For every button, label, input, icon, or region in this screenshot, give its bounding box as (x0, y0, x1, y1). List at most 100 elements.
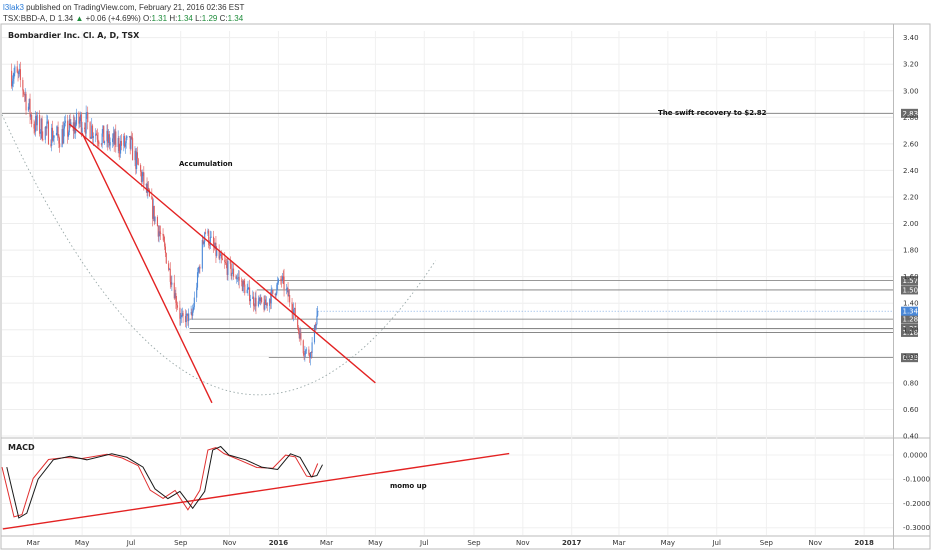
candle-body (159, 231, 161, 234)
ohlc-line: TSX:BBD-A, D 1.34 ▲ +0.06 (+4.69%) O:1.3… (3, 13, 243, 24)
high-label: H: (169, 14, 178, 23)
candle-body (310, 352, 312, 354)
candle-body (140, 171, 142, 182)
candle-body (204, 232, 206, 242)
author-link[interactable]: l3lak3 (3, 3, 24, 12)
candle-body (62, 129, 64, 144)
candle-body (27, 106, 29, 111)
candle-body (87, 112, 89, 123)
close-label: C: (219, 14, 228, 23)
candle-body (294, 308, 296, 319)
candle-body (39, 132, 42, 134)
price-tick-label: 3.40 (903, 34, 919, 42)
macd-tick-label: -0.2000 (903, 500, 930, 508)
rounding-bottom-path (1, 114, 436, 396)
last-price: 1.34 (57, 14, 74, 23)
candle-body (29, 98, 31, 117)
time-tick-label: Nov (516, 539, 530, 547)
candle-body (91, 125, 93, 138)
candle-body (276, 284, 278, 294)
trendline (68, 123, 376, 384)
candle-body (136, 152, 138, 159)
candle-body (158, 231, 160, 237)
publish-line: l3lak3 published on TradingView.com, Feb… (3, 2, 244, 13)
candle-body (132, 138, 134, 161)
candle-body (124, 135, 126, 147)
candle-body (23, 94, 25, 96)
candle-body (212, 236, 215, 246)
chart-texts: Bombardier Inc. Cl. A, D, TSX MACD The swi… (8, 31, 767, 490)
candle-body (108, 134, 110, 143)
price-tick-label: 3.20 (903, 61, 919, 69)
candle-body (30, 115, 32, 117)
candle-body (125, 137, 127, 144)
candle-body (69, 119, 71, 126)
candle-body (114, 131, 116, 145)
candle-body (289, 295, 291, 303)
candle-body (79, 114, 82, 122)
candle-body (89, 122, 91, 139)
candle-body (57, 126, 59, 136)
candle-body (199, 266, 201, 269)
candle-body (91, 125, 94, 139)
candle-body (78, 112, 80, 124)
candle-body (146, 183, 148, 193)
candle-body (265, 302, 267, 305)
candle-body (131, 136, 133, 139)
time-tick-label: Sep (467, 539, 481, 547)
level-tag (901, 327, 918, 337)
candle-body (33, 123, 35, 129)
candle-body (237, 277, 239, 278)
candle-body (180, 317, 182, 319)
publish-info: published on TradingView.com, February 2… (26, 3, 245, 12)
time-tick-label: Mar (27, 539, 40, 547)
candle-body (208, 244, 211, 246)
candle-body (233, 268, 235, 277)
candle-body (281, 279, 283, 281)
open-value: 1.31 (151, 14, 168, 23)
price-tick-label: 2.20 (903, 193, 919, 201)
candle-body (46, 121, 48, 129)
candle-body (134, 150, 136, 161)
candle-body (263, 302, 265, 310)
candle-body (248, 287, 250, 289)
candle-body (168, 263, 170, 270)
accumulation-annotation: Accumulation (179, 160, 233, 168)
candle-body (18, 71, 20, 75)
candle-body (313, 325, 316, 343)
candle-body (305, 349, 308, 351)
candle-body (216, 250, 218, 256)
candle-body (124, 143, 126, 147)
candle-body (109, 142, 111, 146)
candle-body (196, 287, 198, 298)
candle-body (165, 253, 167, 264)
candle-body (42, 139, 44, 141)
level-tag-label: 1.57 (903, 277, 919, 285)
candle-body (50, 144, 52, 146)
candle-body (241, 280, 243, 282)
candle-body (180, 315, 183, 318)
candle-body (192, 307, 195, 311)
candle-body (164, 241, 166, 247)
candle-body (297, 327, 300, 332)
candle-body (73, 122, 75, 132)
time-tick-label: 2018 (854, 539, 874, 547)
candle-body (299, 333, 301, 339)
candle-body (12, 78, 14, 82)
level-tag-label: 2.83 (903, 110, 919, 118)
candle-body (67, 132, 70, 137)
candle-body (107, 130, 109, 143)
candle-body (141, 176, 143, 182)
price-tick-label: 0.40 (903, 433, 919, 441)
candle-body (286, 288, 288, 289)
candle-body (261, 297, 263, 303)
candle-body (120, 140, 122, 146)
last-price-tag-label: 1.34 (903, 308, 919, 316)
candle-body (302, 340, 304, 354)
candle-body (169, 268, 171, 282)
candle-body (120, 140, 122, 154)
time-tick-label: 2016 (269, 539, 289, 547)
low-label: L: (195, 14, 202, 23)
time-tick-label: Nov (223, 539, 237, 547)
